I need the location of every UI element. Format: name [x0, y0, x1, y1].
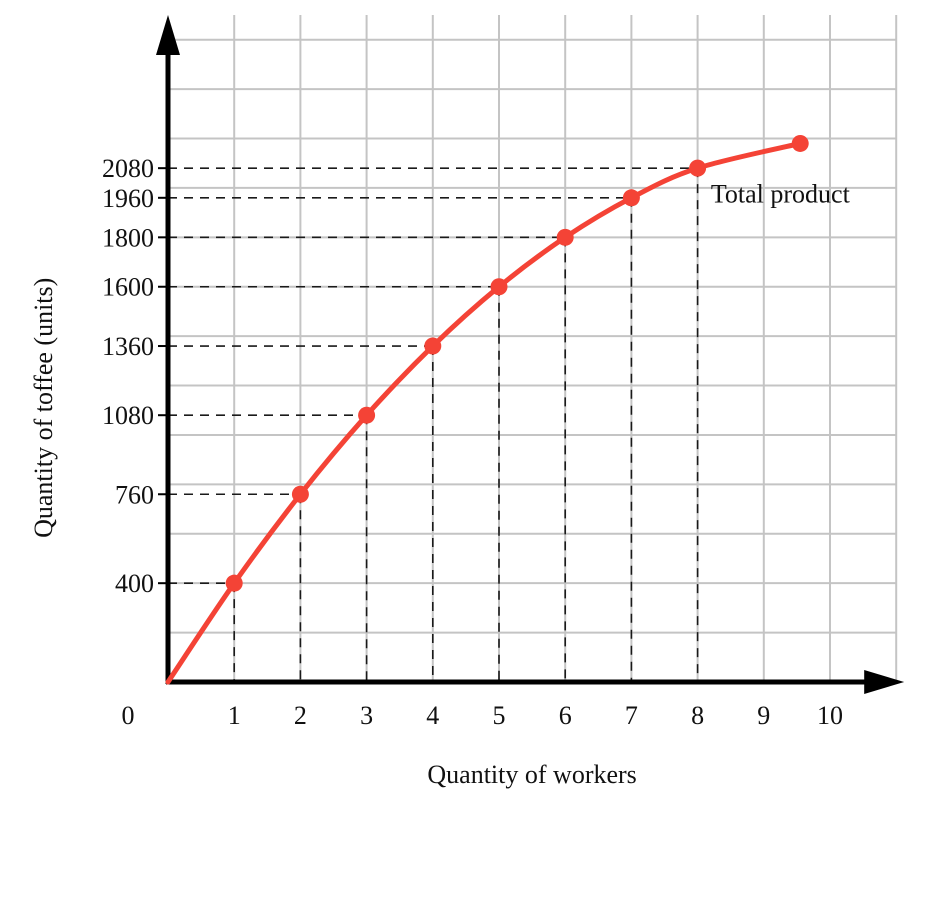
data-point	[358, 406, 376, 424]
y-tick-label: 1080	[102, 401, 154, 430]
series-total-product	[165, 134, 809, 685]
data-point	[490, 278, 508, 296]
y-tick-label: 1600	[102, 273, 154, 302]
curve-annotation: Total product	[711, 180, 851, 209]
y-axis-label: Quantity of toffee (units)	[29, 278, 58, 538]
data-point	[225, 574, 243, 592]
x-tick-label: 9	[757, 701, 770, 730]
y-tick-label: 1360	[102, 332, 154, 361]
y-tick-label: 2080	[102, 154, 154, 183]
data-point	[622, 189, 640, 207]
y-tick-label: 400	[115, 569, 154, 598]
origin-label: 0	[122, 701, 135, 730]
y-tick-label: 760	[115, 480, 154, 509]
x-tick-label: 4	[426, 701, 439, 730]
axes	[156, 15, 905, 694]
x-tick-label: 7	[625, 701, 638, 730]
x-tick-label: 3	[360, 701, 373, 730]
data-point	[689, 159, 707, 177]
data-point	[291, 485, 309, 503]
x-tick-label: 10	[817, 701, 843, 730]
x-tick-label: 5	[493, 701, 506, 730]
x-tick-label: 8	[691, 701, 704, 730]
data-point	[556, 228, 574, 246]
grid	[168, 15, 898, 682]
x-axis-label: Quantity of workers	[427, 760, 636, 789]
data-point	[424, 337, 442, 355]
dashed-guide-lines	[168, 167, 699, 682]
data-point	[791, 134, 809, 152]
x-axis-arrow-icon	[864, 670, 905, 694]
x-tick-labels: 1 2 3 4 5 6 7 8 9 10	[228, 701, 843, 730]
y-tick-label: 1800	[102, 223, 154, 252]
y-tick-label: 1960	[102, 184, 154, 213]
total-product-curve	[165, 140, 803, 685]
y-axis-arrow-icon	[156, 15, 180, 55]
x-tick-label: 2	[294, 701, 307, 730]
x-tick-label: 1	[228, 701, 241, 730]
x-tick-label: 6	[559, 701, 572, 730]
